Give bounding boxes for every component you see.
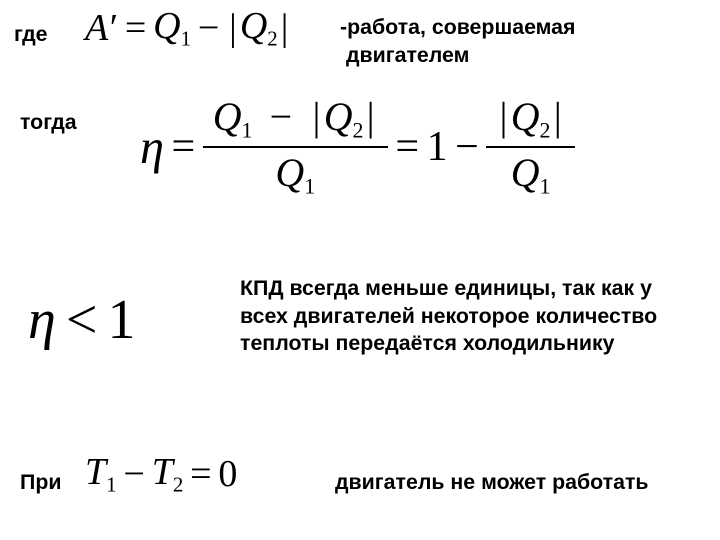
row3-text: КПД всегда меньше единицы, так как у все… [240,275,700,358]
row2-minus: − [448,123,487,171]
row4-T2: T2 [152,450,184,497]
row2-frac1-num: Q1 − |Q2| [203,92,388,146]
row1-Q1: Q1 [153,4,191,51]
row1-caption-line1: работа, совершаемая [347,15,575,39]
row1-eq: = [118,6,153,50]
row2-frac2: |Q2| Q1 [486,92,574,202]
row4-label-text: При [20,470,61,495]
row3-formula: η < 1 [28,288,136,352]
row4-zero: 0 [218,452,237,496]
row3-text-content: КПД всегда меньше единицы, так как у все… [240,275,700,358]
row4-text-content: двигатель не может работать [335,470,649,495]
row4-eq: = [183,452,218,496]
row4-text: двигатель не может работать [335,470,649,495]
row2-eta: η [140,120,164,175]
row2-one: 1 [427,123,448,171]
row1-absL: | [226,6,240,50]
row1-A: A [85,6,108,50]
row2-eq2: = [388,123,427,171]
row2-frac1-den: Q1 [265,148,325,202]
row2-frac2-num: |Q2| [486,92,574,146]
row2-label-text: тогда [20,110,77,135]
row2-frac2-den: Q1 [501,148,561,202]
row1-caption-line2: двигателем [346,43,469,67]
row4-formula: T1 − T2 = 0 [85,450,237,497]
row4-minus: − [117,452,152,496]
row4-label: При [20,470,61,495]
row1-label-text: где [14,22,47,47]
row3-one: 1 [108,288,136,352]
row1-formula: A′ = Q1 − | Q2 | [85,4,291,51]
row3-eta: η [28,288,56,352]
row4-T1: T1 [85,450,117,497]
row1-label: где [14,22,47,47]
row1-prime: ′ [108,6,118,50]
row2-frac1: Q1 − |Q2| Q1 [203,92,388,202]
row3-lt: < [56,288,108,352]
row1-caption: -работа, совершаемая двигателем [340,14,680,69]
row2-eq1: = [164,123,203,171]
row1-absR: | [278,6,292,50]
row2-label: тогда [20,110,77,135]
row2-formula: η = Q1 − |Q2| Q1 = 1 − |Q2| Q1 [140,92,575,202]
row1-minus: − [191,6,226,50]
row1-Q2: Q2 [240,4,278,51]
